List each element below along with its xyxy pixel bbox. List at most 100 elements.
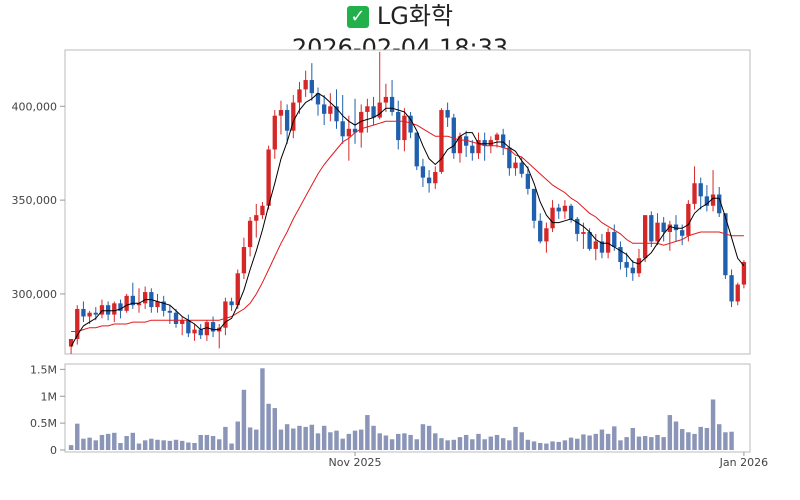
volume-bar bbox=[618, 440, 623, 450]
date-axis: Nov 2025 Jan 2026 bbox=[329, 452, 768, 469]
volume-bar bbox=[315, 433, 321, 450]
volume-bar bbox=[556, 441, 561, 450]
candle-body bbox=[204, 322, 210, 336]
candle-body bbox=[636, 258, 642, 274]
price-tick-label: 300,000 bbox=[12, 288, 58, 301]
candle-body bbox=[389, 96, 395, 112]
volume-bar bbox=[704, 427, 710, 450]
volume-tick-label: 1.5M bbox=[30, 363, 57, 376]
candle-body bbox=[359, 111, 364, 133]
chart-title: ✓ LG화학 bbox=[0, 2, 800, 31]
candle-body bbox=[136, 303, 142, 306]
volume-bar bbox=[278, 429, 284, 450]
candle-body bbox=[180, 320, 185, 324]
candle-body bbox=[124, 295, 129, 311]
volume-bar bbox=[507, 440, 512, 450]
candle-body bbox=[272, 115, 277, 150]
candle-body bbox=[710, 194, 716, 206]
candle-body bbox=[68, 338, 74, 347]
candle-body bbox=[396, 111, 401, 141]
volume-bar bbox=[692, 433, 697, 450]
volume-bar bbox=[581, 434, 586, 450]
volume-bar bbox=[599, 429, 605, 450]
volume-bar bbox=[593, 433, 598, 450]
candle-body bbox=[315, 93, 321, 105]
volume-panel-frame bbox=[64, 363, 751, 453]
volume-bar bbox=[93, 440, 98, 450]
volume-tick-label: 1M bbox=[41, 390, 58, 403]
volume-bar bbox=[229, 443, 234, 450]
volume-bar bbox=[130, 432, 136, 450]
candle-body bbox=[352, 128, 358, 133]
candle-body bbox=[544, 228, 549, 242]
volume-bar bbox=[624, 437, 629, 450]
volume-bar bbox=[371, 425, 376, 450]
volume-bar bbox=[605, 433, 611, 450]
candle-body bbox=[186, 320, 191, 334]
volume-bar bbox=[272, 408, 278, 450]
volume-bar bbox=[519, 432, 524, 450]
volume-bar bbox=[210, 436, 216, 450]
volume-bar bbox=[377, 433, 382, 450]
candle-body bbox=[630, 267, 635, 274]
volume-bar bbox=[451, 439, 457, 450]
volume-bar bbox=[587, 435, 592, 450]
candle-body bbox=[581, 232, 586, 234]
candle-body bbox=[235, 273, 240, 306]
candle-body bbox=[291, 102, 296, 131]
price-tick-label: 400,000 bbox=[12, 100, 58, 113]
candle-body bbox=[593, 241, 598, 249]
ma20-line bbox=[71, 120, 744, 332]
volume-bar bbox=[266, 403, 271, 450]
candle-body bbox=[229, 301, 234, 306]
volume-bar bbox=[142, 440, 148, 450]
candle-body bbox=[470, 145, 475, 154]
volume-bar bbox=[482, 439, 487, 450]
volume-tick-label: 0.5M bbox=[30, 417, 57, 430]
volume-bar bbox=[562, 440, 568, 450]
volume-bar bbox=[673, 421, 679, 450]
candle-body bbox=[414, 132, 419, 167]
candle-body bbox=[717, 194, 722, 214]
candle-body bbox=[612, 232, 617, 248]
candle-body bbox=[260, 205, 265, 216]
candle-body bbox=[167, 310, 173, 313]
candle-body bbox=[192, 329, 197, 334]
volume-bar bbox=[433, 433, 438, 450]
candle-body bbox=[698, 183, 703, 197]
volume-bar bbox=[649, 437, 654, 450]
volume-bar bbox=[358, 429, 364, 450]
candle-body bbox=[655, 222, 660, 242]
moving-averages bbox=[70, 92, 745, 347]
candle-body bbox=[155, 301, 160, 308]
candle-body bbox=[482, 140, 487, 146]
candle-body bbox=[99, 305, 105, 315]
candle-body bbox=[457, 136, 463, 154]
candle-body bbox=[667, 224, 673, 233]
volume-bar bbox=[439, 438, 444, 450]
volume-bar bbox=[223, 426, 228, 450]
candle-body bbox=[198, 329, 203, 336]
volume-bar bbox=[204, 434, 210, 450]
volume-bar bbox=[463, 434, 469, 450]
volume-bar bbox=[723, 432, 728, 450]
volume-bar bbox=[352, 430, 358, 450]
candle-body bbox=[618, 247, 623, 263]
volume-bar bbox=[636, 436, 642, 450]
candle-body bbox=[303, 80, 308, 90]
candle-body bbox=[377, 102, 382, 118]
check-mark-icon: ✓ bbox=[346, 6, 369, 28]
volume-bar bbox=[426, 425, 432, 450]
volume-bar bbox=[717, 424, 722, 450]
volume-bar bbox=[402, 433, 407, 450]
candle-body bbox=[599, 241, 605, 253]
volume-bar bbox=[155, 439, 160, 450]
volume-bar bbox=[340, 438, 345, 450]
volume-bar bbox=[488, 436, 494, 450]
candle-body bbox=[568, 205, 574, 219]
candle-body bbox=[420, 166, 426, 178]
candle-body bbox=[383, 96, 389, 103]
volume-bar bbox=[445, 440, 450, 450]
volume-bar bbox=[642, 436, 648, 450]
